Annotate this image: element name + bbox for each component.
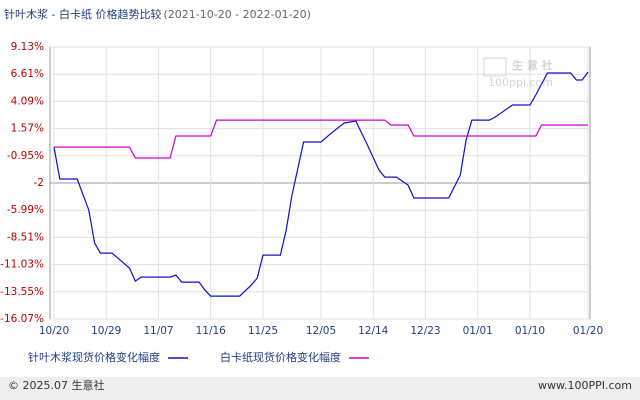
x-tick-label: 12/05 bbox=[306, 325, 336, 337]
y-tick-label: -16.07% bbox=[0, 313, 44, 325]
x-tick-label: 01/10 bbox=[515, 325, 545, 337]
legend-label: 白卡纸现货价格变化幅度 bbox=[220, 350, 341, 364]
x-tick-label: 10/29 bbox=[91, 325, 121, 337]
plot-area: 9.13% 6.61% 4.09% 1.57% -0.95% -2 -5.99% -8.51%… bbox=[0, 41, 603, 337]
y-tick-label: -8.51% bbox=[7, 231, 44, 243]
watermark: 生 意 社 100ppi.com bbox=[483, 57, 553, 89]
x-tick-label: 11/25 bbox=[248, 325, 278, 337]
y-tick-label: 6.61% bbox=[11, 68, 44, 80]
watermark-name: 生 意 社 bbox=[512, 58, 553, 72]
footer-left: © 2025.07 生意社 bbox=[8, 378, 104, 392]
footer-right: www.100PPI.com bbox=[538, 379, 632, 392]
watermark-icon bbox=[483, 57, 507, 77]
y-tick-label: 4.09% bbox=[11, 95, 44, 107]
watermark-site: 100ppi.com bbox=[488, 76, 553, 89]
series-line bbox=[53, 71, 589, 297]
title: 针叶木浆 - 白卡纸 价格趋势比较 bbox=[4, 7, 161, 21]
x-tick-label: 11/07 bbox=[143, 325, 173, 337]
x-tick-label: 12/23 bbox=[410, 325, 440, 337]
y-tick-label: -0.95% bbox=[7, 150, 44, 162]
footer-band bbox=[0, 377, 640, 400]
series-line bbox=[54, 119, 588, 159]
y-tick-label: -11.03% bbox=[0, 259, 44, 271]
x-tick-label: 01/01 bbox=[463, 325, 493, 337]
x-tick-label: 11/16 bbox=[196, 325, 227, 337]
y-tick-label: -2 bbox=[34, 177, 44, 189]
y-tick-label: 1.57% bbox=[11, 123, 44, 135]
y-tick-label: -5.99% bbox=[7, 204, 44, 216]
x-tick-label: 12/14 bbox=[358, 325, 389, 337]
y-tick-label: 9.13% bbox=[11, 41, 44, 53]
subtitle: (2021-10-20 - 2022-01-20) bbox=[163, 8, 310, 21]
y-tick-label: -13.55% bbox=[0, 286, 44, 298]
x-tick-label: 10/20 bbox=[39, 325, 69, 337]
legend-label: 针叶木浆现货价格变化幅度 bbox=[28, 350, 160, 364]
x-tick-label: 01/20 bbox=[573, 325, 603, 337]
chart-title: 针叶木浆 - 白卡纸 价格趋势比较 (2021-10-20 - 2022-01-2… bbox=[4, 7, 311, 21]
